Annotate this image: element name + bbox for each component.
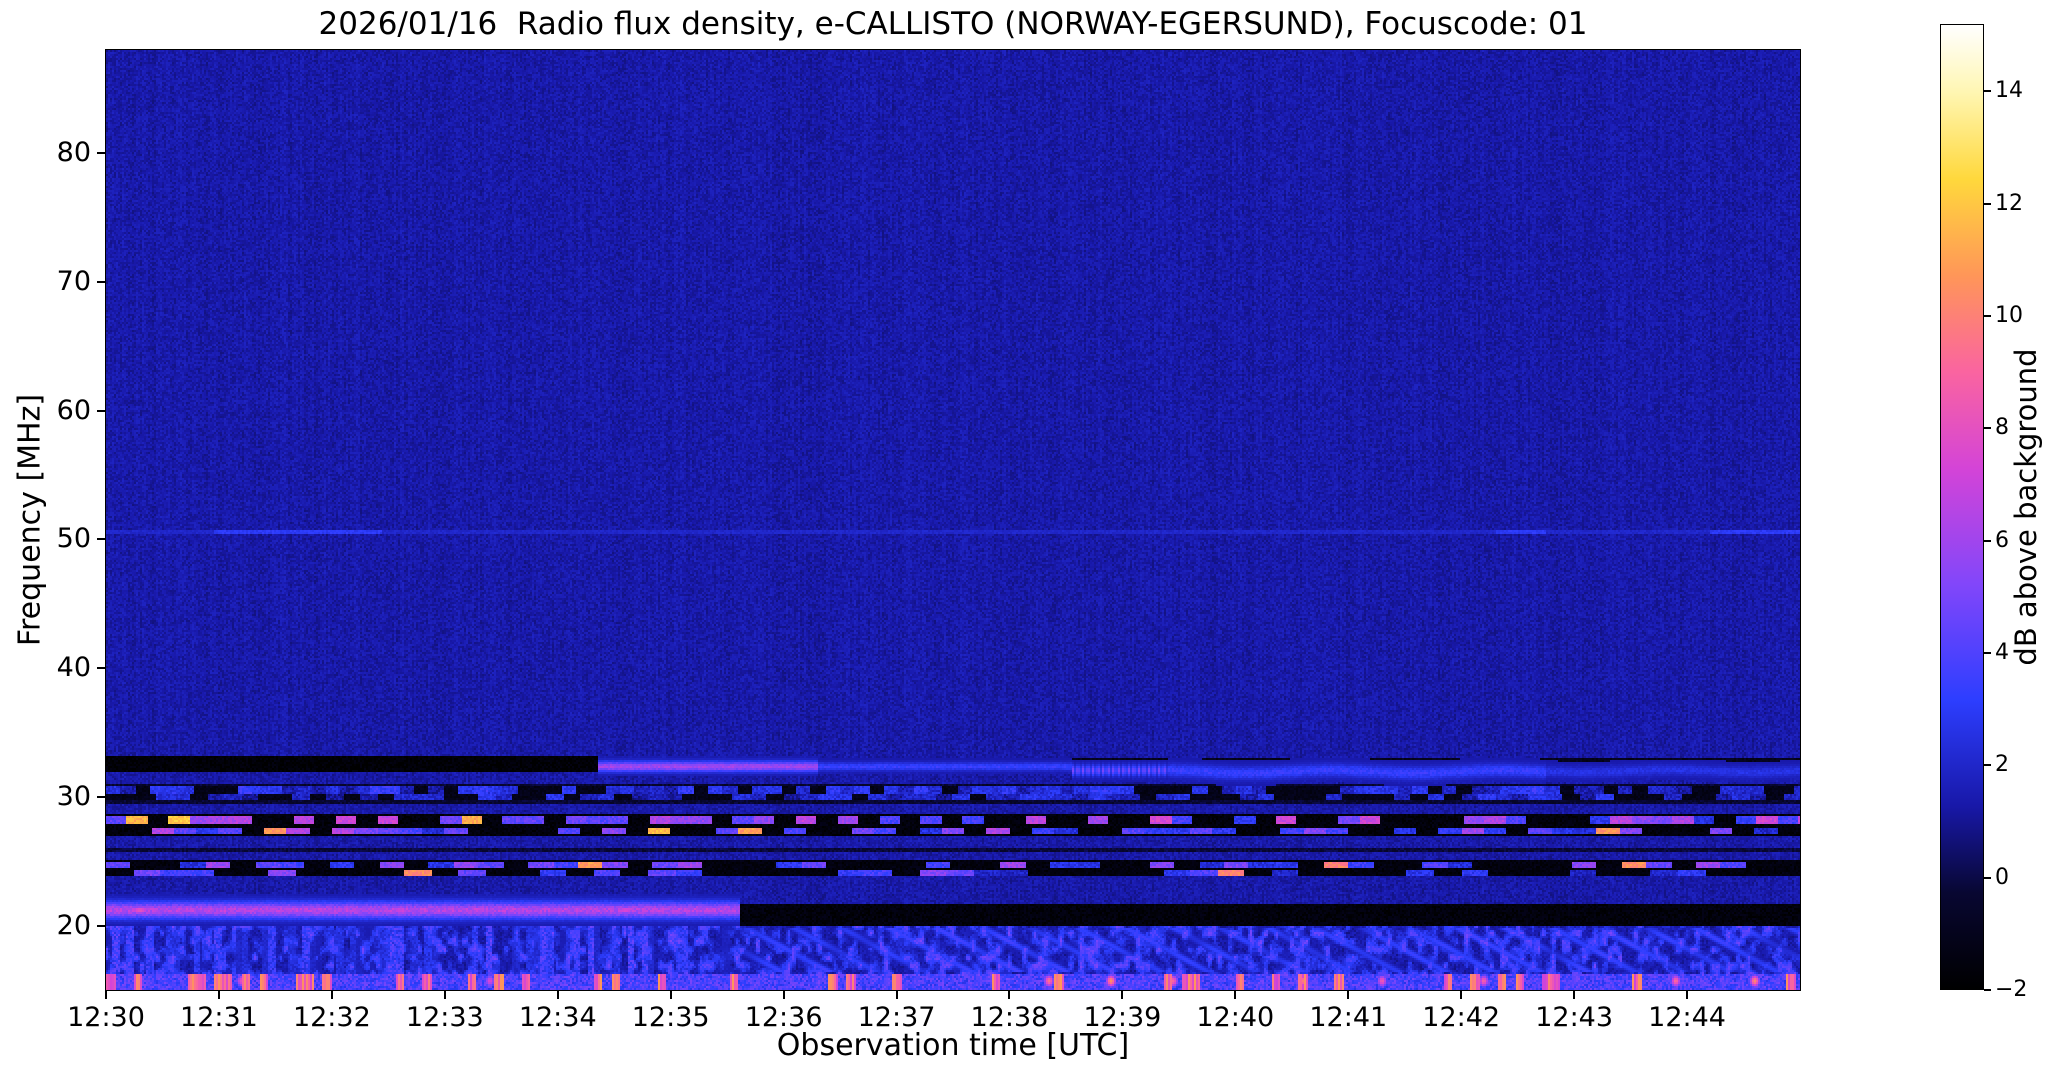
colorbar-tick-mark — [1984, 90, 1991, 93]
x-tick-mark — [330, 990, 333, 999]
x-tick-label: 12:30 — [67, 1002, 145, 1033]
x-tick-mark — [1460, 990, 1463, 999]
x-tick-mark — [1347, 990, 1350, 999]
x-tick-label: 12:39 — [1083, 1002, 1162, 1033]
colorbar-tick-label: 14 — [1995, 78, 2023, 104]
y-tick-mark — [97, 538, 106, 541]
y-tick-mark — [97, 280, 106, 283]
colorbar-tick-mark — [1984, 315, 1991, 318]
x-tick-mark — [1686, 990, 1689, 999]
x-tick-label: 12:40 — [1196, 1002, 1275, 1033]
colorbar-tick-label: −2 — [1995, 977, 2028, 1002]
colorbar-tick-mark — [1984, 427, 1991, 430]
x-tick-mark — [1234, 990, 1237, 999]
colorbar-tick-label: 6 — [1995, 527, 2009, 553]
y-tick-label: 40 — [56, 652, 91, 684]
y-tick-label: 80 — [56, 137, 91, 168]
colorbar-tick-label: 10 — [1995, 303, 2023, 329]
colorbar-tick-label: 8 — [1995, 415, 2009, 441]
y-tick-label: 60 — [56, 394, 91, 426]
x-tick-label: 12:33 — [405, 1002, 484, 1033]
colorbar-tick-mark — [1984, 652, 1991, 655]
colorbar — [1940, 24, 1984, 990]
colorbar-tick-label: 4 — [1995, 640, 2009, 666]
x-tick-label: 12:38 — [970, 1002, 1049, 1033]
x-tick-label: 12:43 — [1535, 1002, 1614, 1033]
x-tick-mark — [105, 990, 107, 999]
x-tick-mark — [1121, 990, 1124, 999]
x-tick-mark — [669, 990, 672, 999]
colorbar-tick-mark — [1984, 202, 1991, 205]
colorbar-tick-mark — [1984, 539, 1991, 542]
x-tick-mark — [217, 990, 220, 999]
y-tick-mark — [97, 409, 106, 412]
x-tick-mark — [782, 990, 785, 999]
y-tick-mark — [97, 924, 106, 927]
spectrogram-heatmap — [106, 50, 1800, 990]
x-tick-mark — [1008, 990, 1011, 999]
colorbar-tick-mark — [1984, 764, 1991, 767]
x-tick-label: 12:35 — [631, 1002, 710, 1033]
colorbar-tick-label: 0 — [1995, 864, 2009, 890]
y-tick-mark — [97, 152, 106, 154]
x-tick-label: 12:44 — [1648, 1002, 1726, 1033]
y-tick-label: 30 — [56, 780, 91, 812]
y-tick-label: 20 — [56, 909, 91, 941]
y-tick-label: 70 — [56, 265, 91, 297]
x-tick-mark — [1573, 990, 1576, 999]
colorbar-tick-label: 12 — [1995, 190, 2023, 216]
x-tick-mark — [895, 990, 898, 999]
chart-title: 2026/01/16 Radio flux density, e-CALLIST… — [318, 6, 1588, 42]
y-axis-label: Frequency [MHz] — [12, 393, 48, 647]
x-axis-label: Observation time [UTC] — [776, 1028, 1130, 1063]
colorbar-tick-mark — [1984, 876, 1991, 879]
x-tick-label: 12:37 — [857, 1002, 936, 1033]
x-tick-label: 12:31 — [180, 1002, 258, 1033]
colorbar-gradient — [1941, 25, 1983, 989]
colorbar-tick-label: 2 — [1995, 752, 2009, 778]
colorbar-label: dB above background — [2009, 348, 2043, 666]
x-tick-label: 12:42 — [1422, 1002, 1501, 1033]
y-tick-mark — [97, 667, 106, 670]
plot-area — [105, 49, 1801, 991]
x-tick-label: 12:41 — [1309, 1002, 1388, 1033]
y-tick-label: 50 — [56, 523, 91, 555]
x-tick-mark — [443, 990, 446, 999]
x-tick-mark — [556, 990, 559, 999]
colorbar-tick-mark — [1984, 989, 1991, 991]
x-tick-label: 12:36 — [744, 1002, 823, 1033]
x-tick-label: 12:34 — [518, 1002, 597, 1033]
x-tick-label: 12:32 — [292, 1002, 371, 1033]
y-tick-mark — [97, 795, 106, 798]
